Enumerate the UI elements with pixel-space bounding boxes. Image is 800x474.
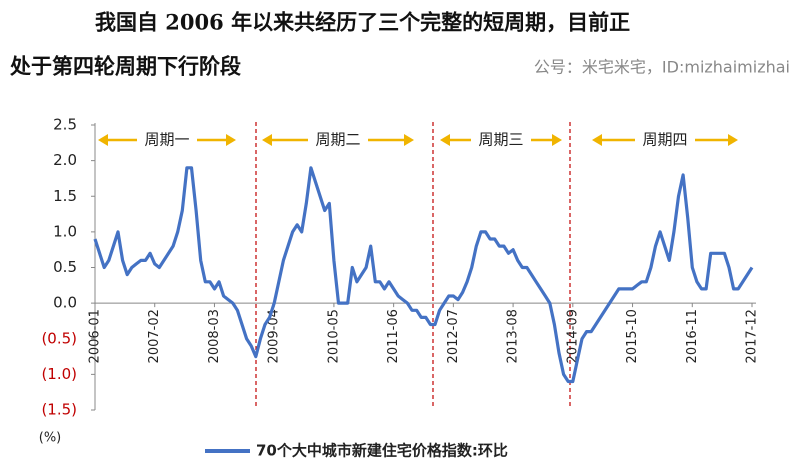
arrow-head xyxy=(262,134,272,146)
y-tick-label: (1.0) xyxy=(41,365,77,383)
y-tick-label: 2.5 xyxy=(53,116,77,134)
x-tick-label: 2008-03 xyxy=(207,309,222,363)
arrow-head xyxy=(440,134,450,146)
x-tick-label: 2015-10 xyxy=(625,309,640,363)
arrow-head xyxy=(552,134,562,146)
arrow-head xyxy=(728,134,738,146)
x-tick-label: 2016-11 xyxy=(685,309,700,363)
chart-title: 处于第四轮周期下行阶段 xyxy=(9,54,241,79)
arrow-head xyxy=(404,134,414,146)
x-tick-label: 2014-09 xyxy=(565,309,580,363)
y-unit: (%) xyxy=(39,431,62,446)
series-line xyxy=(93,166,754,384)
x-tick-label: 2012-07 xyxy=(446,309,461,363)
y-tick-label: 0.5 xyxy=(53,258,77,276)
source: 公号：米宅米宅，ID:mizhaimizhai xyxy=(534,58,790,77)
x-tick-label: 2007-02 xyxy=(147,309,162,363)
cycle-label: 周期四 xyxy=(642,131,687,149)
y-tick-label: 1.0 xyxy=(53,222,77,240)
legend-label: 70个大中城市新建住宅价格指数:环比 xyxy=(256,442,508,460)
x-tick-label: 2013-08 xyxy=(506,309,521,363)
y-tick-label: 2.0 xyxy=(53,151,77,169)
arrow-head xyxy=(98,134,108,146)
cycle-label: 周期二 xyxy=(315,131,360,149)
arrow-head xyxy=(592,134,602,146)
y-tick-label: 1.5 xyxy=(53,187,77,205)
cycle-label: 周期三 xyxy=(478,131,523,149)
x-tick-label: 2006-01 xyxy=(88,309,103,363)
x-tick-label: 2017-12 xyxy=(745,309,760,363)
x-tick-label: 2010-05 xyxy=(326,309,341,363)
cycle-dividers xyxy=(255,122,571,408)
x-tick-label: 2009-04 xyxy=(267,309,282,363)
x-tick-label: 2011-06 xyxy=(386,309,401,363)
y-tick-label: 0.0 xyxy=(53,294,77,312)
y-tick-label: (0.5) xyxy=(41,329,77,347)
y-tick-label: (1.5) xyxy=(41,401,77,419)
cycle-label: 周期一 xyxy=(144,131,189,149)
arrow-head xyxy=(226,134,236,146)
chart-title: 我国自 2006 年以来共经历了三个完整的短周期，目前正 xyxy=(95,10,630,35)
